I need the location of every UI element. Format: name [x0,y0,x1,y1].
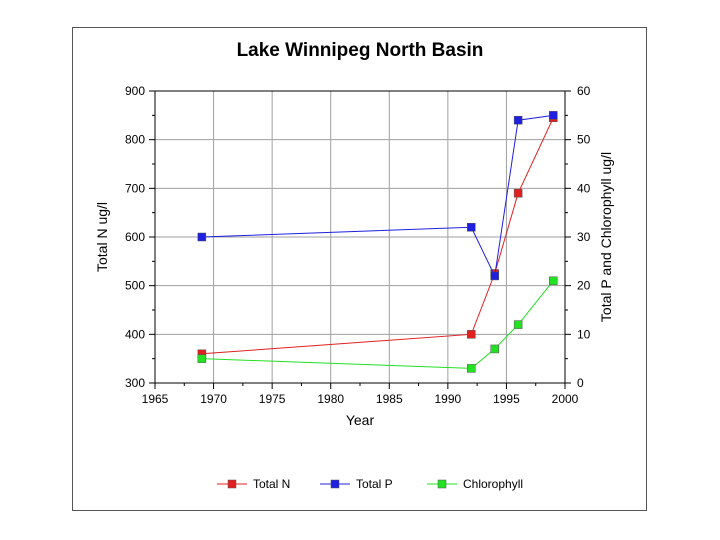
data-point-total-n [513,188,523,198]
y-left-tick-label: 900 [125,84,145,98]
y-left-tick-label: 300 [125,376,145,390]
x-tick-label: 1990 [435,392,462,406]
data-point-total-p [490,271,499,281]
x-tick-label: 1965 [142,392,169,406]
legend-label: Chlorophyll [463,477,523,491]
chart-svg: Lake Winnipeg North Basin 1965 1970 1975 19… [94,40,614,491]
x-axis-label: Year [346,412,375,428]
y-right-tick-label: 20 [577,279,591,293]
series-line-chlorophyll [201,280,554,369]
data-point-total-p [513,115,523,125]
y-axis-left-label: Total N ug/l [94,202,110,272]
legend-label: Total N [253,477,290,491]
y-left-tick-label: 500 [125,279,145,293]
y-right-tick-label: 0 [577,376,584,390]
y-left-tick-label: 400 [125,327,145,341]
data-point-chlorophyll [490,344,499,354]
y-left-tick-label: 700 [125,181,145,195]
y-left-tick-label: 800 [125,133,145,147]
y-right-tick-label: 10 [577,327,591,341]
data-point-total-p [467,223,476,232]
x-tick-label: 2000 [552,392,579,406]
x-tick-label: 1980 [317,392,344,406]
chart-frame: Lake Winnipeg North Basin 1965 1970 1975 19… [72,27,647,511]
data-point-chlorophyll [197,354,207,363]
series-layer [197,111,558,373]
legend-marker [437,479,447,489]
x-tick-label: 1970 [200,392,227,406]
tick-layer: 1965 1970 1975 1980 1985 1990 1995 200030040050… [125,84,591,406]
data-point-chlorophyll [549,276,558,286]
legend-marker [227,479,237,489]
y-right-tick-label: 40 [577,181,591,195]
x-tick-label: 1975 [259,392,286,406]
data-point-total-p [549,111,558,120]
data-point-chlorophyll [513,320,523,329]
legend-marker [330,479,340,489]
y-left-tick-label: 600 [125,230,145,244]
y-axis-right-label: Total P and Chlorophyll ug/l [598,152,614,322]
data-point-total-n [467,330,476,339]
legend-label: Total P [356,477,393,491]
grid-layer [154,90,566,384]
chart-title: Lake Winnipeg North Basin [237,40,484,61]
data-point-chlorophyll [467,364,476,373]
x-tick-label: 1995 [493,392,520,406]
data-point-total-p [197,232,207,242]
y-right-tick-label: 30 [577,230,591,244]
y-right-tick-label: 50 [577,133,591,147]
y-right-tick-label: 60 [577,84,591,98]
legend: Total N Total P Chlorophyll [217,477,523,491]
x-tick-label: 1985 [376,392,403,406]
